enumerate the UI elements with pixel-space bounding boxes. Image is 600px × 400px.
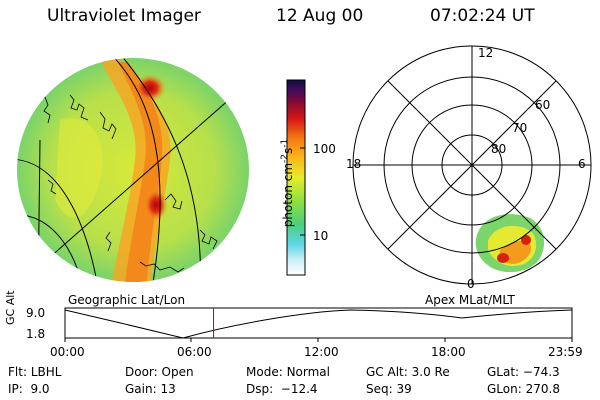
- instrument-title: Ultraviolet Imager: [47, 6, 201, 26]
- info-gain: Gain: 13: [125, 382, 176, 396]
- apex-caption: Apex MLat/MLT: [425, 293, 515, 307]
- lat-label-80: 80: [491, 142, 507, 156]
- info-dsp: Dsp: −12.4: [246, 382, 318, 396]
- info-flt: Flt: LBHL: [8, 365, 62, 379]
- info-mode: Mode: Normal: [246, 365, 330, 379]
- colorbar-tick-10: 10: [313, 229, 329, 243]
- info-gcalt: GC Alt: 3.0 Re: [366, 365, 450, 379]
- colorbar-tick-100: 100: [313, 142, 336, 156]
- colorbar: [286, 79, 306, 276]
- info-seq: Seq: 39: [366, 382, 412, 396]
- xtick-3: 18:00: [431, 345, 466, 359]
- xtick-2: 12:00: [304, 345, 339, 359]
- altitude-ylabel: GC Alt: [4, 290, 17, 325]
- lat-label-70: 70: [512, 121, 528, 135]
- info-glon: GLon: 270.8: [487, 382, 560, 396]
- date-label: 12 Aug 00: [276, 6, 364, 26]
- polar-image: [475, 214, 545, 273]
- colorbar-unit-label: photon cm-2s-1: [280, 138, 295, 228]
- lat-label-60: 60: [535, 98, 551, 112]
- mlt-label-6: 6: [578, 157, 586, 171]
- mlt-label-18: 18: [346, 157, 362, 171]
- altitude-plot: [64, 307, 573, 342]
- xtick-1: 06:00: [177, 345, 212, 359]
- time-label: 07:02:24 UT: [430, 6, 535, 26]
- mlt-label-12: 12: [478, 46, 494, 60]
- mlt-label-0: 0: [467, 277, 475, 291]
- altitude-ytick-top: 9.0: [26, 306, 46, 320]
- geographic-image: [17, 58, 249, 282]
- altitude-ytick-bottom: 1.8: [26, 327, 46, 341]
- info-glat: GLat: −74.3: [487, 365, 560, 379]
- xtick-0: 00:00: [50, 345, 85, 359]
- xtick-4: 23:59: [548, 345, 583, 359]
- geographic-caption: Geographic Lat/Lon: [68, 293, 186, 307]
- info-door: Door: Open: [125, 365, 194, 379]
- info-ip: IP: 9.0: [8, 382, 50, 396]
- polar-plot: [352, 45, 592, 285]
